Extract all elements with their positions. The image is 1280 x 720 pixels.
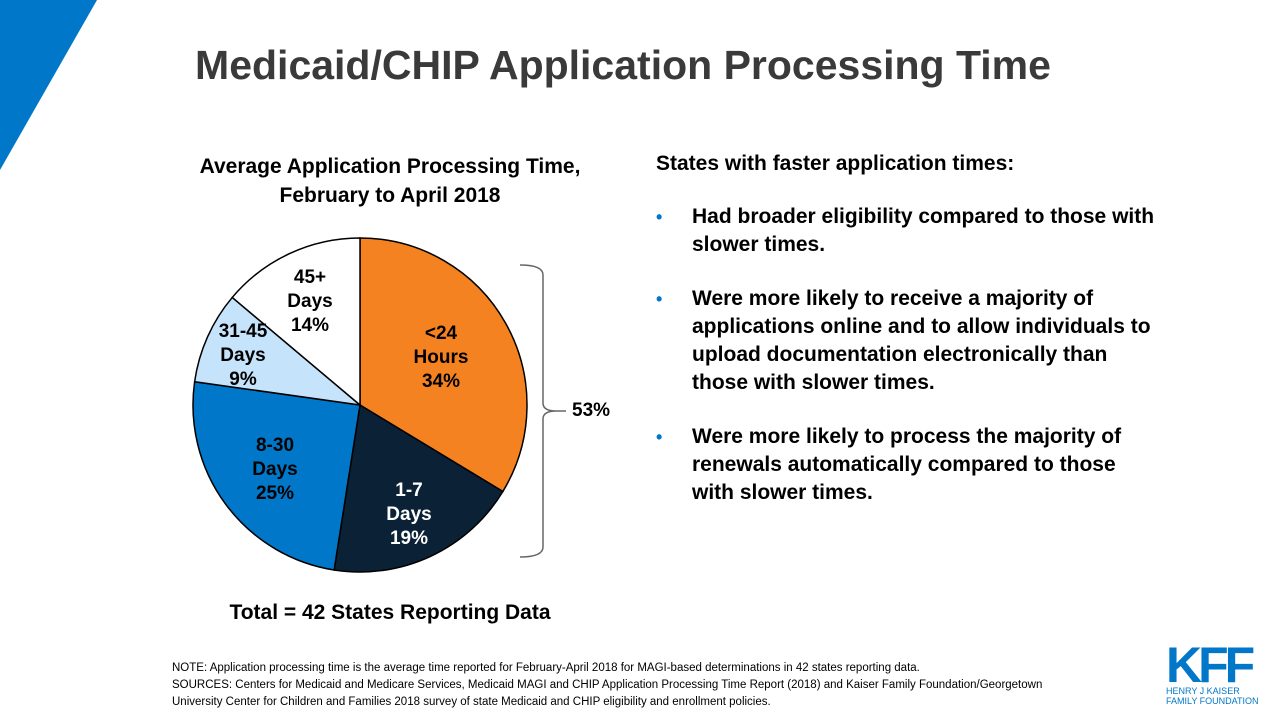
slice-label-line: 45+ [293,267,327,288]
slice-label-line: 31-45 [218,321,268,342]
slice-label-31-45-days: 31-45 Days 9% [193,320,293,392]
bullet-icon: • [656,427,663,447]
slice-label-line: Hours [413,347,469,368]
slice-label-line: Days [287,291,333,312]
slice-label-lt24h: <24 Hours 34% [391,322,491,394]
pie-slice-2 [192,380,361,571]
right-heading: States with faster application times: [656,152,1015,175]
bullet-item: • Had broader eligibility compared to tho… [656,203,1156,259]
slice-value: 34% [421,371,461,392]
slice-value: 9% [229,369,257,390]
bracket [519,264,566,558]
logo-line: HENRY J KAISER [1166,686,1240,696]
slice-label-8-30-days: 8-30 Days 25% [225,434,325,506]
total-label: Total = 42 States Reporting Data [229,601,551,624]
footnote: NOTE: Application processing time is the… [172,660,1052,711]
logo-mark: KFF [1166,637,1255,693]
slice-value: 14% [290,315,330,336]
bullet-icon: • [656,207,663,227]
note-text: NOTE: Application processing time is the… [172,662,920,674]
chart-title: Average Application Processing Time, Feb… [160,152,620,210]
slide-title: Medicaid/CHIP Application Processing Tim… [195,42,1051,88]
bullet-icon: • [656,289,663,309]
bullet-list: • Had broader eligibility compared to tho… [656,203,1156,533]
logo-line: FAMILY FOUNDATION [1166,696,1259,706]
chart-title-line: Average Application Processing Time, [199,155,581,178]
sources-text: SOURCES: Centers for Medicaid and Medica… [172,679,1043,708]
bullet-text: Were more likely to process the majority… [692,425,1122,504]
slice-value: 25% [255,483,295,504]
pie-slice-3 [193,296,363,407]
pie-slice-1 [333,403,504,573]
bracket-label: 53% [572,400,611,421]
bullet-text: Had broader eligibility compared to thos… [692,205,1155,256]
bullet-item: • Were more likely to process the majorit… [656,423,1156,507]
pie-slice-0 [359,237,528,493]
slice-label-line: 1-7 [395,480,423,501]
bullet-text: Were more likely to receive a majority o… [692,287,1151,394]
slice-label-line: Days [386,504,432,525]
slice-value: 19% [389,528,429,549]
bullet-item: • Were more likely to receive a majority … [656,285,1156,397]
kff-logo: KFF HENRY J KAISER FAMILY FOUNDATION [1166,637,1266,706]
slice-label-line: <24 [424,323,458,344]
slice-label-45plus-days: 45+ Days 14% [260,266,360,338]
chart-title-line: February to April 2018 [279,184,501,207]
slice-label-line: Days [220,345,266,366]
slice-label-line: Days [252,459,298,480]
pie-slice-4 [231,237,361,407]
pie-chart [192,237,528,573]
slice-label-1-7-days: 1-7 Days 19% [359,479,459,551]
corner-decoration [0,0,97,170]
slice-label-line: 8-30 [255,435,295,456]
